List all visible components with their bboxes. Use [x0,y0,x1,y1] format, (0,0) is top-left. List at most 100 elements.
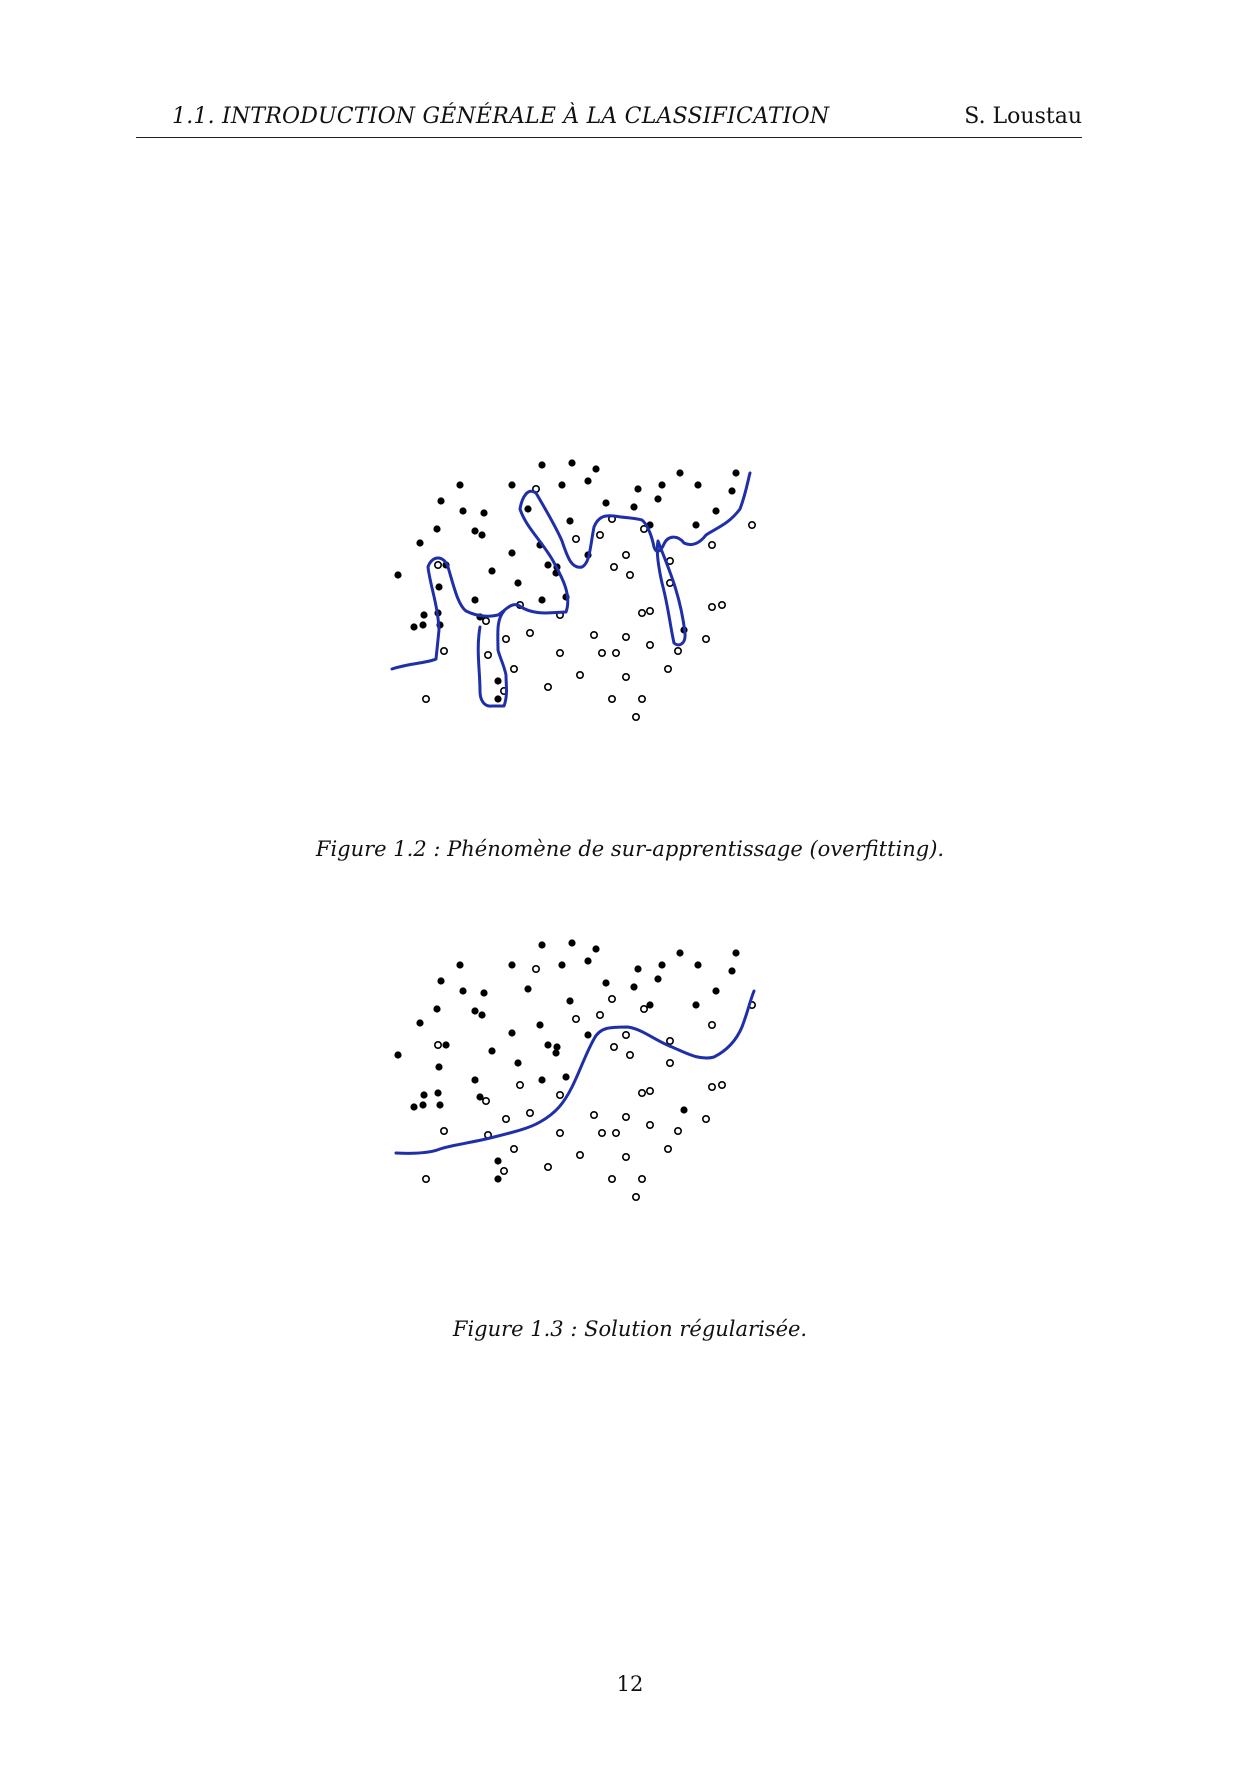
filled-point [728,487,736,495]
hollow-point [572,535,581,544]
hollow-point [637,1089,646,1098]
hollow-point [637,1175,646,1184]
hollow-point [544,1163,553,1172]
hollow-point [598,1129,607,1138]
filled-point [508,1029,516,1037]
hollow-point [622,1153,631,1162]
hollow-point [645,1121,654,1130]
filled-point [435,583,443,591]
hollow-point [622,633,631,642]
filled-point [566,517,574,525]
hollow-point [421,695,430,704]
hollow-point [482,617,491,626]
filled-point [410,623,418,631]
filled-point [433,1005,441,1013]
hollow-point [717,601,726,610]
filled-point [538,596,546,604]
hollow-point [701,635,710,644]
filled-point [508,481,516,489]
hollow-point [482,1097,491,1106]
filled-point [480,989,488,997]
filled-point [471,1076,479,1084]
filled-point [478,531,486,539]
hollow-point [484,651,493,660]
filled-point [456,481,464,489]
filled-point [602,979,610,987]
hollow-point [612,1129,621,1138]
filled-point [712,987,720,995]
filled-point [488,1047,496,1055]
filled-point [712,507,720,515]
filled-point [568,459,576,467]
regularized-plot [394,939,756,1201]
filled-point [494,677,502,685]
hollow-point [502,635,511,644]
filled-point [536,1021,544,1029]
hollow-point [637,695,646,704]
filled-point [654,975,662,983]
hollow-point [433,561,442,570]
hollow-point [516,1081,525,1090]
hollow-point [596,531,605,540]
hollow-point [590,1111,599,1120]
hollow-point [556,1129,565,1138]
filled-point [544,561,552,569]
filled-point [437,497,445,505]
hollow-point [673,647,682,656]
filled-point [442,1041,450,1049]
author-name: S. Loustau [964,104,1082,129]
filled-point [568,939,576,947]
filled-point [419,1101,427,1109]
hollow-point [532,964,541,973]
filled-point [478,1011,486,1019]
hollow-point [510,1145,519,1154]
filled-point [634,965,642,973]
hollow-point [717,1081,726,1090]
hollow-point [610,563,619,572]
hollow-point [622,551,631,560]
filled-point [480,509,488,517]
hollow-point [576,671,585,680]
hollow-point [665,1059,674,1068]
filled-point [436,1101,444,1109]
overfitting-plot [390,459,756,721]
filled-point [732,949,740,957]
filled-point [488,567,496,575]
hollow-point [626,571,635,580]
hollow-point [608,994,617,1003]
filled-point [566,997,574,1005]
filled-point [544,1041,552,1049]
filled-point [508,549,516,557]
page-number: 12 [616,1672,644,1696]
hollow-point [665,1037,674,1046]
filled-point [471,1007,479,1015]
hollow-point [500,1167,509,1176]
filled-point [646,1001,654,1009]
data-points [394,459,756,721]
hollow-point [526,629,535,638]
hollow-point [645,1087,654,1096]
filled-point [694,481,702,489]
hollow-point [502,1115,511,1124]
hollow-point [707,1083,716,1092]
filled-point [584,477,592,485]
hollow-point [622,1113,631,1122]
hollow-point [439,647,448,656]
regularized-boundary [394,989,756,1155]
filled-point [394,1051,402,1059]
filled-point [584,957,592,965]
hollow-point [608,695,617,704]
hollow-point [608,1175,617,1184]
hollow-point [707,541,716,550]
filled-point [416,539,424,547]
filled-point [494,1157,502,1165]
hollow-point [645,641,654,650]
filled-point [538,1076,546,1084]
hollow-point [639,1005,648,1014]
filled-point [459,987,467,995]
figure-1-3-caption: Figure 1.3 : Solution régularisée. [452,1317,808,1341]
running-header: 1.1. INTRODUCTION GÉNÉRALE À LA CLASSIFI… [136,104,1082,136]
filled-point [508,961,516,969]
filled-point [419,621,427,629]
hollow-point [576,1151,585,1160]
